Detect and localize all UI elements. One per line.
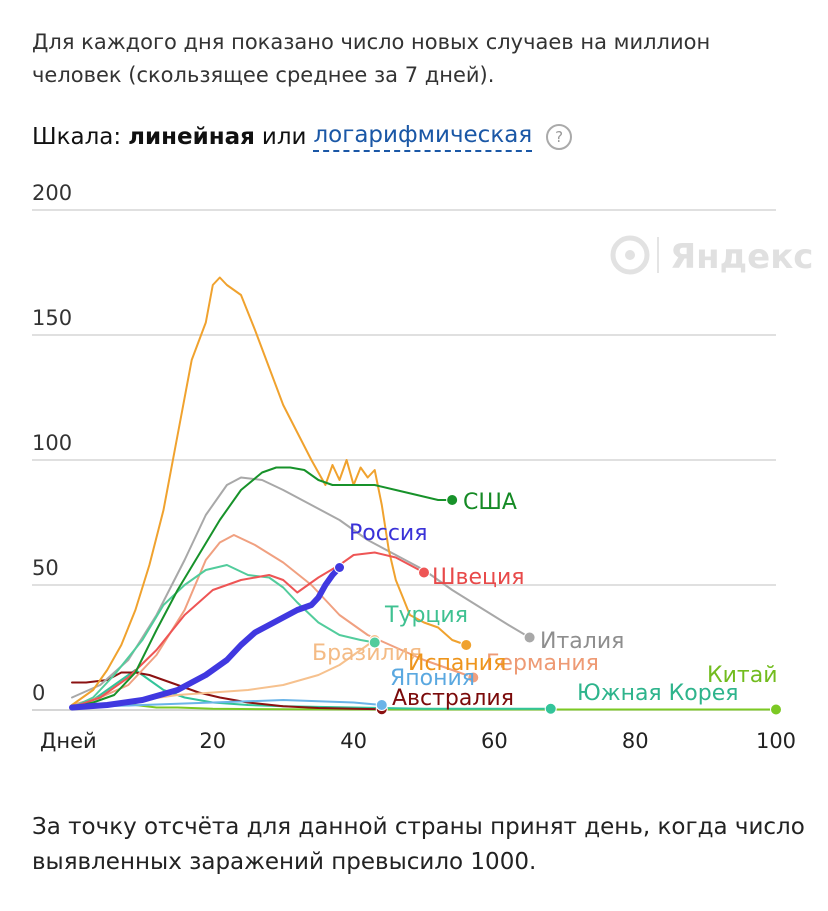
yandex-watermark: Яндекс — [610, 235, 813, 277]
series-label: Япония — [390, 666, 475, 691]
series-end-point[interactable] — [368, 636, 381, 649]
series-label: Германия — [486, 651, 599, 676]
x-axis-first-label: Дней — [40, 729, 97, 753]
x-tick-label: 20 — [199, 729, 226, 753]
y-tick-label: 100 — [32, 431, 72, 455]
watermark-divider — [657, 237, 659, 273]
footer-note: За точку отсчёта для данной страны приня… — [32, 814, 805, 875]
series-line[interactable] — [69, 564, 343, 711]
series-line[interactable] — [71, 276, 468, 706]
chart-description: Для каждого дня показано число новых слу… — [32, 30, 711, 87]
series-line[interactable] — [71, 466, 454, 709]
series-label: Южная Корея — [577, 681, 738, 706]
series-end-point[interactable] — [770, 703, 782, 716]
scale-or: или — [261, 124, 307, 150]
watermark-text: Яндекс — [670, 237, 813, 277]
series-label: США — [463, 490, 517, 515]
series-end-point[interactable] — [446, 494, 459, 506]
y-tick-label: 150 — [32, 306, 72, 330]
axis-labels: 0 50 100 150 200 Дней 20 40 60 80 100 — [32, 181, 796, 753]
series-end-point[interactable] — [523, 631, 536, 644]
series-end-point[interactable] — [467, 671, 480, 684]
series-end-point[interactable] — [334, 562, 346, 573]
series-label: Турция — [384, 603, 468, 628]
series-end-point[interactable] — [375, 699, 388, 711]
y-tick-label: 0 — [32, 681, 45, 705]
x-tick-label: 60 — [481, 729, 508, 753]
series-end-point[interactable] — [544, 702, 557, 715]
yandex-logo-dot — [625, 250, 635, 260]
series-line[interactable] — [71, 669, 552, 710]
series-line[interactable] — [71, 699, 383, 709]
scale-switcher: Шкала: линейная или логарифмическая ? — [32, 122, 573, 152]
series — [69, 276, 782, 716]
x-tick-label: 40 — [340, 729, 367, 753]
x-tick-label: 100 — [756, 729, 796, 753]
series-label: Россия — [349, 521, 427, 546]
series-end-point[interactable] — [418, 566, 430, 579]
series-line[interactable] — [71, 534, 475, 706]
y-tick-label: 200 — [32, 181, 72, 205]
series-label: Китай — [707, 663, 778, 688]
series-label: Австралия — [392, 686, 514, 711]
x-tick-label: 80 — [622, 729, 649, 753]
series-label: Бразилия — [312, 641, 422, 666]
series-end-point[interactable] — [460, 639, 473, 651]
series-label: Испания — [408, 651, 506, 676]
scale-option-log-link[interactable]: логарифмическая — [313, 122, 533, 152]
scale-option-linear[interactable]: линейная — [128, 124, 255, 150]
y-tick-label: 50 — [32, 556, 59, 580]
series-line[interactable] — [71, 564, 376, 709]
series-label: Швеция — [432, 565, 525, 590]
help-icon[interactable]: ? — [546, 124, 573, 150]
scale-prefix: Шкала: — [32, 124, 122, 150]
series-line[interactable] — [71, 551, 425, 709]
series-label: Италия — [540, 629, 624, 654]
yandex-logo-icon — [610, 235, 650, 275]
